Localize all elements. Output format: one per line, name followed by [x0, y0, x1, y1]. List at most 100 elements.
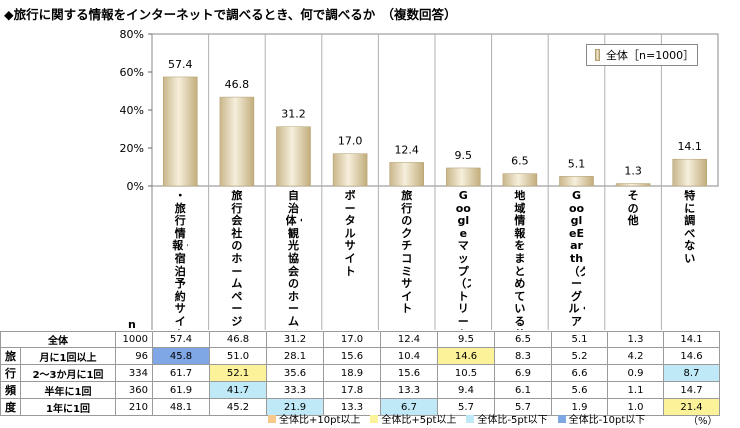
unit-label: （%）: [688, 416, 718, 427]
table-row: 全体 1000 57.4 46.8 31.2 17.0 12.4 9.5 6.5 5.1 1.3 14…: [0, 331, 720, 348]
value-cell: 17.0: [323, 331, 381, 348]
value-cell: 10.5: [437, 364, 495, 382]
bar: [389, 162, 424, 187]
group-label-cell: 度: [0, 398, 21, 416]
key-swatch: [268, 414, 276, 423]
bars: [163, 76, 707, 187]
bar-value-label: 5.1: [568, 157, 586, 170]
row-label: 1年に1回: [20, 398, 116, 416]
value-cell: 1.1: [607, 381, 664, 399]
group-label-cell: 旅: [0, 347, 21, 365]
table-row: 度 1年に1回 210 48.1 45.2 21.9 13.3 6.7 5.7 5.7 1.9 1.0…: [0, 398, 720, 416]
value-cell: 51.0: [209, 347, 267, 365]
bar-value-label: 9.5: [455, 149, 473, 162]
value-cell: 48.1: [152, 398, 210, 416]
row-label: 半年に1回: [20, 381, 116, 399]
y-tick-label: 60%: [120, 66, 144, 79]
bar-value-label: 46.8: [225, 78, 250, 91]
value-cell: 10.4: [380, 347, 438, 365]
y-tick-label: 0%: [127, 180, 144, 193]
value-cell: 6.1: [494, 381, 552, 399]
y-tick-label: 40%: [120, 104, 144, 117]
value-cell: 41.7: [209, 381, 267, 399]
group-label-cell: 頻: [0, 381, 21, 399]
n-cell: 210: [115, 398, 153, 416]
key-label: 全体比-10pt以下: [568, 415, 646, 426]
y-tick-label: 80%: [120, 28, 144, 41]
category-label: ・旅行情報・宿泊予約サイト: [172, 190, 188, 330]
table-row: 行 2～3か月に1回 334 61.7 52.1 35.6 18.9 15.6 10.5 6.9 6…: [0, 364, 720, 382]
value-cell: 5.6: [551, 381, 608, 399]
key-label: 全体比-5pt以下: [477, 415, 548, 426]
key-swatch: [370, 414, 379, 423]
bar: [332, 153, 368, 187]
n-cell: 1000: [115, 331, 153, 348]
value-labels: 57.4 46.8 31.2 17.0 12.4 9.5 6.5 5.1 1.3 14.1: [168, 58, 702, 178]
value-cell: 46.8: [209, 331, 267, 348]
highlight-key: 全体比+10pt以上 全体比+5pt以上 全体比-5pt以下 全体比-10pt以下: [268, 411, 655, 426]
key-item: 全体比+10pt以上: [268, 411, 360, 426]
value-cell: 9.5: [437, 331, 495, 348]
value-cell: 15.6: [323, 347, 381, 365]
bar-value-label: 17.0: [338, 135, 363, 148]
value-cell: 17.8: [323, 381, 381, 399]
bar-value-label: 6.5: [511, 155, 529, 168]
value-cell: 35.6: [266, 364, 324, 382]
category-label: 特に調べない: [684, 190, 696, 265]
bar-value-label: 31.2: [281, 108, 306, 121]
value-cell: 21.9: [266, 398, 324, 416]
value-cell: 6.5: [494, 331, 552, 348]
table-row: 旅月に1回以上 96 45.8 51.0 28.1 15.6 10.4 14.6 8.3 5.2 4…: [0, 347, 720, 365]
row-label: 月に1回以上: [20, 347, 116, 365]
legend-label: 全体［n=1000］: [606, 49, 695, 62]
value-cell: 4.2: [607, 347, 664, 365]
chart-title: ◆旅行に関する情報をインターネットで調べるとき、何で調べるか （複数回答）: [4, 7, 457, 22]
category-label: 地域情報をまとめているサイト: [514, 190, 526, 330]
y-tick-label: 20%: [120, 142, 144, 155]
crosstab-table: n全体100057.446.831.217.012.49.56.55.11.31…: [0, 331, 720, 416]
category-label: 自治体・観光協会のホームページ: [285, 190, 302, 330]
category-dividers: [151, 34, 662, 330]
value-cell: 0.9: [607, 364, 664, 382]
value-cell: 33.3: [266, 381, 324, 399]
group-label-cell: 行: [0, 364, 21, 382]
key-item: 全体比-5pt以下: [466, 411, 548, 426]
value-cell: 1.3: [607, 331, 664, 348]
value-cell: 18.9: [323, 364, 381, 382]
value-cell: 13.3: [380, 381, 438, 399]
y-axis: 0% 20% 40% 60% 80%: [120, 28, 152, 193]
value-cell: 9.4: [437, 381, 495, 399]
value-cell: 14.6: [437, 347, 495, 365]
value-cell: 45.2: [209, 398, 267, 416]
value-cell: 45.8: [152, 347, 210, 365]
key-swatch: [466, 414, 475, 423]
bar: [276, 126, 311, 187]
category-label: ポータルサイト: [344, 190, 356, 278]
value-cell: 6.6: [551, 364, 608, 382]
key-swatch: [557, 414, 566, 423]
value-cell: 57.4: [152, 331, 210, 348]
value-cell: 5.2: [551, 347, 608, 365]
key-item: 全体比+5pt以上: [370, 411, 456, 426]
category-label: その他: [627, 190, 639, 228]
bar: [615, 183, 651, 187]
value-cell: 31.2: [266, 331, 324, 348]
key-item: 全体比-10pt以下: [557, 411, 646, 426]
category-label: 旅行のクチコミサイト: [401, 190, 413, 316]
n-cell: 360: [115, 381, 153, 399]
n-cell: 334: [115, 364, 153, 382]
value-cell: 8.7: [663, 364, 720, 382]
value-cell: 21.4: [663, 398, 720, 416]
value-cell: 8.3: [494, 347, 552, 365]
value-cell: 5.1: [551, 331, 608, 348]
value-cell: 1.9: [551, 398, 608, 416]
value-cell: 15.6: [380, 364, 438, 382]
bar: [219, 96, 255, 187]
value-cell: 12.4: [380, 331, 438, 348]
n-cell: 96: [115, 347, 153, 365]
value-cell: 52.1: [209, 364, 267, 382]
bar: [163, 76, 198, 187]
legend: 全体［n=1000］: [586, 44, 698, 66]
category-label: 旅行会社のホームページ: [231, 190, 243, 328]
bar-value-label: 12.4: [394, 143, 419, 156]
